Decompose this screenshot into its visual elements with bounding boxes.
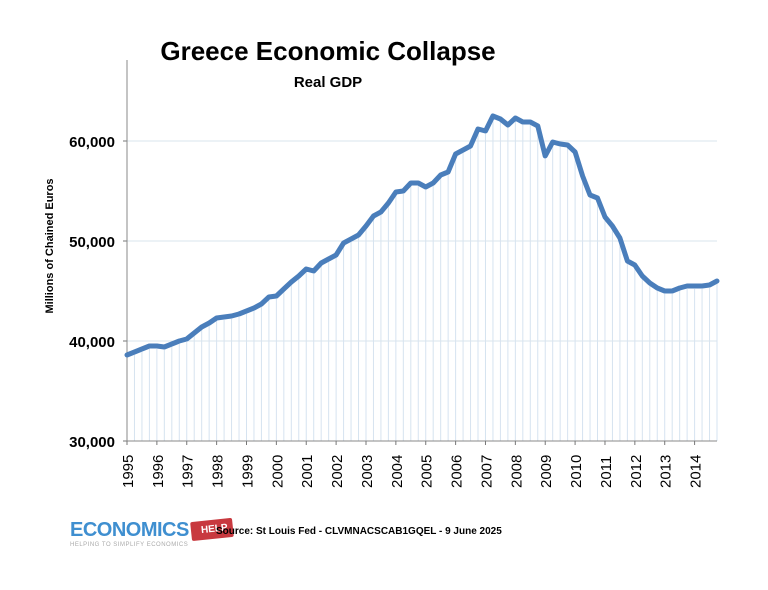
x-tick-label: 2003 xyxy=(359,455,376,488)
x-tick-label: 1996 xyxy=(150,455,167,488)
x-tick-label: 2000 xyxy=(269,455,286,488)
x-tick-label: 2006 xyxy=(449,455,466,488)
economics-help-logo: ECONOMICS HELP HELPING TO SIMPLIFY ECONOM… xyxy=(70,517,234,548)
chart-title: Greece Economic Collapse xyxy=(160,36,496,66)
x-tick-label: 2012 xyxy=(628,455,645,488)
chart-subtitle: Real GDP xyxy=(293,74,363,91)
x-tick-label: 2005 xyxy=(419,455,436,488)
x-tick-label: 2009 xyxy=(538,455,555,488)
logo-tagline: HELPING TO SIMPLIFY ECONOMICS xyxy=(70,542,189,548)
x-tick-label: 2010 xyxy=(568,455,585,488)
x-tick-label: 1997 xyxy=(180,455,197,488)
y-tick-label: 50,000 xyxy=(69,234,115,251)
source-note: Source: St Louis Fed - CLVMNACSCAB1GQEL … xyxy=(216,526,502,537)
x-tick-label: 2008 xyxy=(508,455,525,488)
x-tick-label: 2001 xyxy=(299,455,316,488)
gdp-series-line xyxy=(124,113,720,358)
logo-main-text: ECONOMICS xyxy=(70,519,189,541)
y-tick-label: 30,000 xyxy=(69,434,115,451)
x-tick-label: 2014 xyxy=(688,455,705,488)
x-tick-label: 1995 xyxy=(120,455,137,488)
x-tick-label: 2004 xyxy=(389,455,406,488)
x-tick-label: 2013 xyxy=(658,455,675,488)
x-tick-label: 1999 xyxy=(239,455,256,488)
y-tick-label: 40,000 xyxy=(69,334,115,351)
x-tick-label: 2011 xyxy=(598,456,615,488)
x-tick-label: 2007 xyxy=(478,455,495,488)
y-tick-label: 60,000 xyxy=(69,134,115,151)
x-tick-label: 2002 xyxy=(329,455,346,488)
x-tick-label: 1998 xyxy=(210,455,227,488)
